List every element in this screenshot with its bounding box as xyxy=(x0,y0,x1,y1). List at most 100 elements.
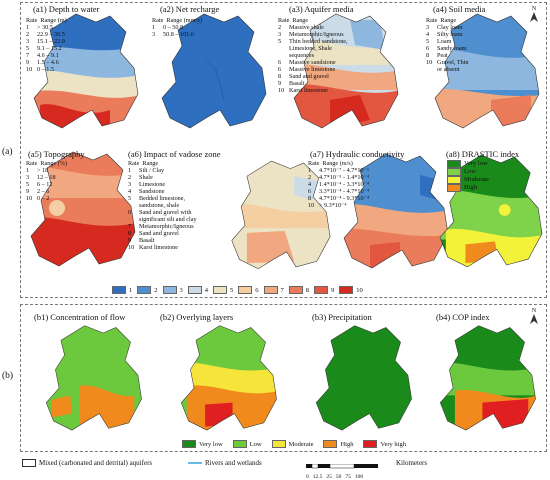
table-a6-range: Sand and gravel with significant silt an… xyxy=(139,209,197,223)
table-a3-range: Karst limestone xyxy=(289,87,329,94)
drastic-swatch-high xyxy=(447,184,461,192)
table-a6-rate: 6 xyxy=(128,209,132,216)
table-a3-rate: 5 xyxy=(278,38,282,45)
table-a2-header-rate: Rate xyxy=(152,17,164,24)
row-label-b: (b) xyxy=(2,371,14,381)
table-a6-range: Sandstone xyxy=(139,188,165,195)
table-a1-header-rate: Rate xyxy=(26,17,38,24)
table-a6-range: Basalt xyxy=(139,237,155,244)
panel-a2-title: (a2) Net recharge xyxy=(160,4,220,14)
north-arrow-icon xyxy=(530,12,538,22)
table-a7-rate: 1 xyxy=(308,167,312,174)
table-a5-range: 6 – 12 xyxy=(37,181,53,188)
map-a7-hydraulic-conductivity xyxy=(343,153,449,269)
map-a2-net-recharge xyxy=(161,13,267,129)
table-a4-range: Peat xyxy=(437,52,448,59)
panel-a5-title: (a5) Topography xyxy=(28,149,85,159)
panel-b3-title: (b3) Precipitation xyxy=(312,312,372,322)
aquifer-legend: Mixed (carbonated and detrital) aquifers xyxy=(22,459,152,467)
table-a6-range: Karst limestone xyxy=(139,244,179,251)
north-label: N xyxy=(531,308,537,314)
table-a2: Rate Range (mm/y) 1 0 – 50.8 3 50.8 – 101.6 xyxy=(152,17,202,38)
panel-a3-title: (a3) Aquifer media xyxy=(289,4,354,14)
table-a6-range: Shale xyxy=(139,174,153,181)
map-a3-aquifer-media xyxy=(293,13,399,129)
table-a5-range: 0 – 2 xyxy=(37,195,50,202)
drastic-swatch-very-low xyxy=(447,160,461,168)
scale-unit: Kilometers xyxy=(396,459,428,467)
rating-swatch-10 xyxy=(339,286,354,294)
map-b4-cop-index xyxy=(439,325,536,431)
table-a7-range: 1.4*10⁻⁴ - 3.3*10⁻⁴ xyxy=(319,181,370,188)
table-a6-range: Silt / Clay xyxy=(139,167,165,174)
table-a4: Rate Range 3 Clay loam 4 Silty loam 5 Loam 6… xyxy=(426,17,469,73)
table-a1-range: 22.9 – 30.5 xyxy=(37,31,65,38)
cop-swatch-high xyxy=(323,440,338,448)
map-a6-vadose-zone xyxy=(231,160,331,270)
table-a2-rate: 1 xyxy=(152,24,156,31)
rating-legend-label: 6 xyxy=(255,286,259,294)
table-a3-rate: 9 xyxy=(278,80,282,87)
cop-legend-label: High xyxy=(340,440,354,448)
table-a6-range: Limestone xyxy=(139,181,166,188)
table-a1-rate: 5 xyxy=(26,45,30,52)
table-a1-header-range: Range (m) xyxy=(40,17,67,24)
table-a3-rate: 2 xyxy=(278,24,282,31)
table-a7-range: 3.3*10⁻⁴ - 4.7*10⁻⁴ xyxy=(319,188,370,195)
table-a6-rate: 5 xyxy=(128,195,132,202)
table-a6-range: Metamorphic/Igneous xyxy=(139,223,194,230)
table-a5-rate: 10 xyxy=(26,195,33,202)
table-a4-rate: 5 xyxy=(426,38,430,45)
table-a3-rate: 3 xyxy=(278,31,282,38)
drastic-legend-label: Very low xyxy=(464,160,488,167)
table-a6-rate: 3 xyxy=(128,181,132,188)
table-a4-range: Sandy loam xyxy=(437,45,467,52)
cop-legend-label: Moderate xyxy=(288,440,314,448)
panel-b2-title: (b2) Overlying layers xyxy=(160,312,234,322)
table-a3-rate: 6 xyxy=(278,66,282,73)
panel-a4-title: (a4) Soil media xyxy=(433,4,486,14)
table-a7-header-rate: Rate xyxy=(308,160,320,167)
table-a2-rate: 3 xyxy=(152,31,156,38)
drastic-legend-label: Moderate xyxy=(464,176,489,183)
rating-legend-label: 1 xyxy=(129,286,133,294)
panel-b4-title: (b4) COP index xyxy=(436,312,490,322)
table-a4-range: Loam xyxy=(437,38,452,45)
table-a6-rate: 2 xyxy=(128,174,132,181)
table-a3-rate: 6 xyxy=(278,59,282,66)
table-a3-range: Thin bedded sandstone, Limestone, Shale … xyxy=(289,38,348,59)
rating-legend-label: 2 xyxy=(154,286,158,294)
table-a1-range: 1.5 – 4.6 xyxy=(37,59,59,66)
table-a5-rate: 5 xyxy=(26,181,30,188)
table-a7-rate: 8 xyxy=(308,195,312,202)
table-a3: Rate Range 2 Massive shale 3 Metamorphic/Ig… xyxy=(278,17,348,94)
cop-swatch-moderate xyxy=(271,440,286,448)
table-a6-rate: 1 xyxy=(128,167,132,174)
table-a4-range: Clay loam xyxy=(437,24,463,31)
table-a3-range: Massive sandstone xyxy=(289,59,336,66)
table-a4-rate: 4 xyxy=(426,31,430,38)
rivers-legend: Rivers and wetlands xyxy=(188,459,262,467)
table-a6-rate: 4 xyxy=(128,188,132,195)
map-b1-concentration-of-flow xyxy=(45,325,142,431)
table-a3-rate: 10 xyxy=(278,87,285,94)
drastic-swatch-low xyxy=(447,168,461,176)
table-a1-range: 0 – 1.5 xyxy=(37,66,55,73)
panel-a1-title: (a1) Depth to water xyxy=(33,4,100,14)
table-a1-range: 4.6 – 9.1 xyxy=(37,52,59,59)
table-a7-rate: 6 xyxy=(308,188,312,195)
table-a6-range: Sand and gravel xyxy=(139,230,179,237)
table-a3-range: Massive limestone xyxy=(289,66,336,73)
rating-swatch-2 xyxy=(137,286,152,294)
table-a7-range: 4.7*10⁻⁷ - 4.7*10⁻⁵ xyxy=(319,167,370,174)
table-a4-rate: 6 xyxy=(426,45,430,52)
rating-swatch-6 xyxy=(238,286,253,294)
panel-a7-title: (a7) Hydraulic conductivity xyxy=(310,149,405,159)
table-a1-rate: 9 xyxy=(26,59,30,66)
rating-legend-label: 7 xyxy=(280,286,284,294)
table-a5-range: > 18 xyxy=(37,167,49,174)
north-arrow-a: N xyxy=(530,6,538,24)
rivers-legend-label: Rivers and wetlands xyxy=(205,459,262,467)
section-a-frame xyxy=(20,2,547,298)
rating-swatch-7 xyxy=(263,286,278,294)
